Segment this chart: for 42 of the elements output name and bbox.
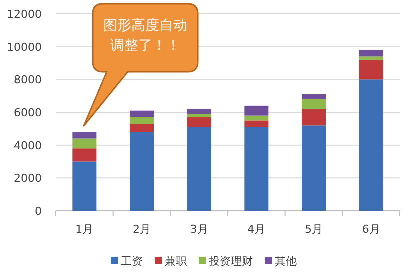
y-tick-label: 2000 xyxy=(14,172,42,186)
bar xyxy=(72,162,97,211)
y-tick-label: 4000 xyxy=(14,139,42,152)
bar xyxy=(130,117,154,124)
bar xyxy=(72,138,97,149)
bar xyxy=(244,127,269,211)
bar xyxy=(187,117,212,128)
x-tick-label: 4月 xyxy=(248,223,266,236)
bar xyxy=(130,110,154,118)
bar xyxy=(359,80,384,211)
x-tick-label: 3月 xyxy=(190,223,208,236)
bar xyxy=(187,114,212,118)
y-tick-label: 12000 xyxy=(7,8,42,21)
legend-label: 其他 xyxy=(275,255,297,268)
x-tick-label: 5月 xyxy=(305,223,323,236)
bar xyxy=(72,148,97,162)
bar xyxy=(302,99,326,110)
bar xyxy=(302,126,326,211)
bar xyxy=(359,56,384,60)
bar xyxy=(302,94,326,100)
bar xyxy=(244,106,269,116)
bar xyxy=(187,127,212,211)
bar xyxy=(302,109,326,126)
bar xyxy=(359,60,384,80)
bar xyxy=(244,116,269,121)
y-tick-label: 10000 xyxy=(7,40,42,54)
bar xyxy=(130,124,154,132)
bar xyxy=(359,50,384,57)
annotation: 图形高度自动调整了！！ xyxy=(104,18,188,54)
x-tick-label: 1月 xyxy=(76,223,94,236)
bar xyxy=(130,132,154,211)
x-tick-label: 6月 xyxy=(362,223,380,236)
bar xyxy=(72,132,97,139)
bar xyxy=(244,120,269,128)
y-tick-label: 0 xyxy=(35,205,42,218)
bar xyxy=(187,109,212,114)
legend-label: 工资 xyxy=(121,255,143,268)
y-tick-label: 8000 xyxy=(14,74,42,87)
x-tick-label: 2月 xyxy=(133,223,151,236)
y-tick-label: 6000 xyxy=(14,106,42,120)
legend-label: 投资理财 xyxy=(208,255,253,268)
legend-label: 兼职 xyxy=(165,255,187,268)
